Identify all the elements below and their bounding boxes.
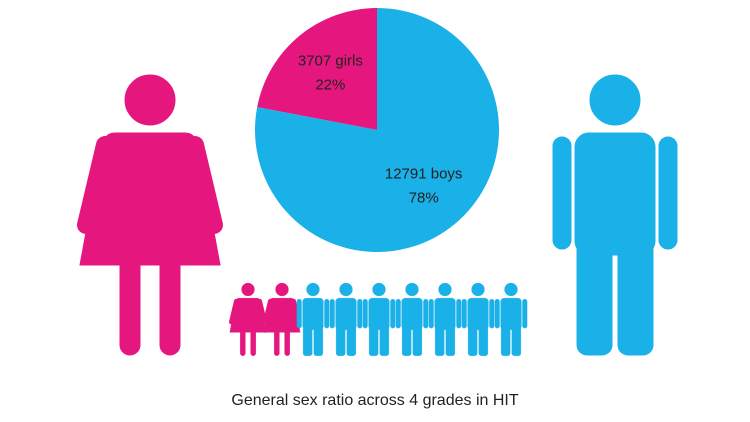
- pie-slice: [257, 8, 377, 130]
- small-man-icon: [428, 282, 462, 356]
- slice-label: 3707 girls: [298, 53, 363, 70]
- woman-icon: [80, 75, 220, 355]
- chart-title: General sex ratio across 4 grades in HIT: [231, 392, 518, 409]
- small-woman-icon: [264, 283, 300, 356]
- small-woman-icon: [230, 283, 266, 356]
- slice-value-label: 78%: [409, 189, 439, 206]
- pie-slice: [254, 7, 499, 253]
- man-icon: [552, 74, 678, 356]
- small-man-icon: [296, 282, 330, 356]
- small-man-icon: [395, 282, 429, 356]
- small-man-icon: [329, 282, 363, 356]
- slice-label: 12791 boys: [385, 165, 463, 182]
- small-man-icon: [362, 282, 396, 356]
- ratio-icons: [230, 282, 528, 356]
- small-man-icon: [494, 282, 528, 356]
- slice-value-label: 22%: [315, 77, 345, 94]
- small-man-icon: [461, 282, 495, 356]
